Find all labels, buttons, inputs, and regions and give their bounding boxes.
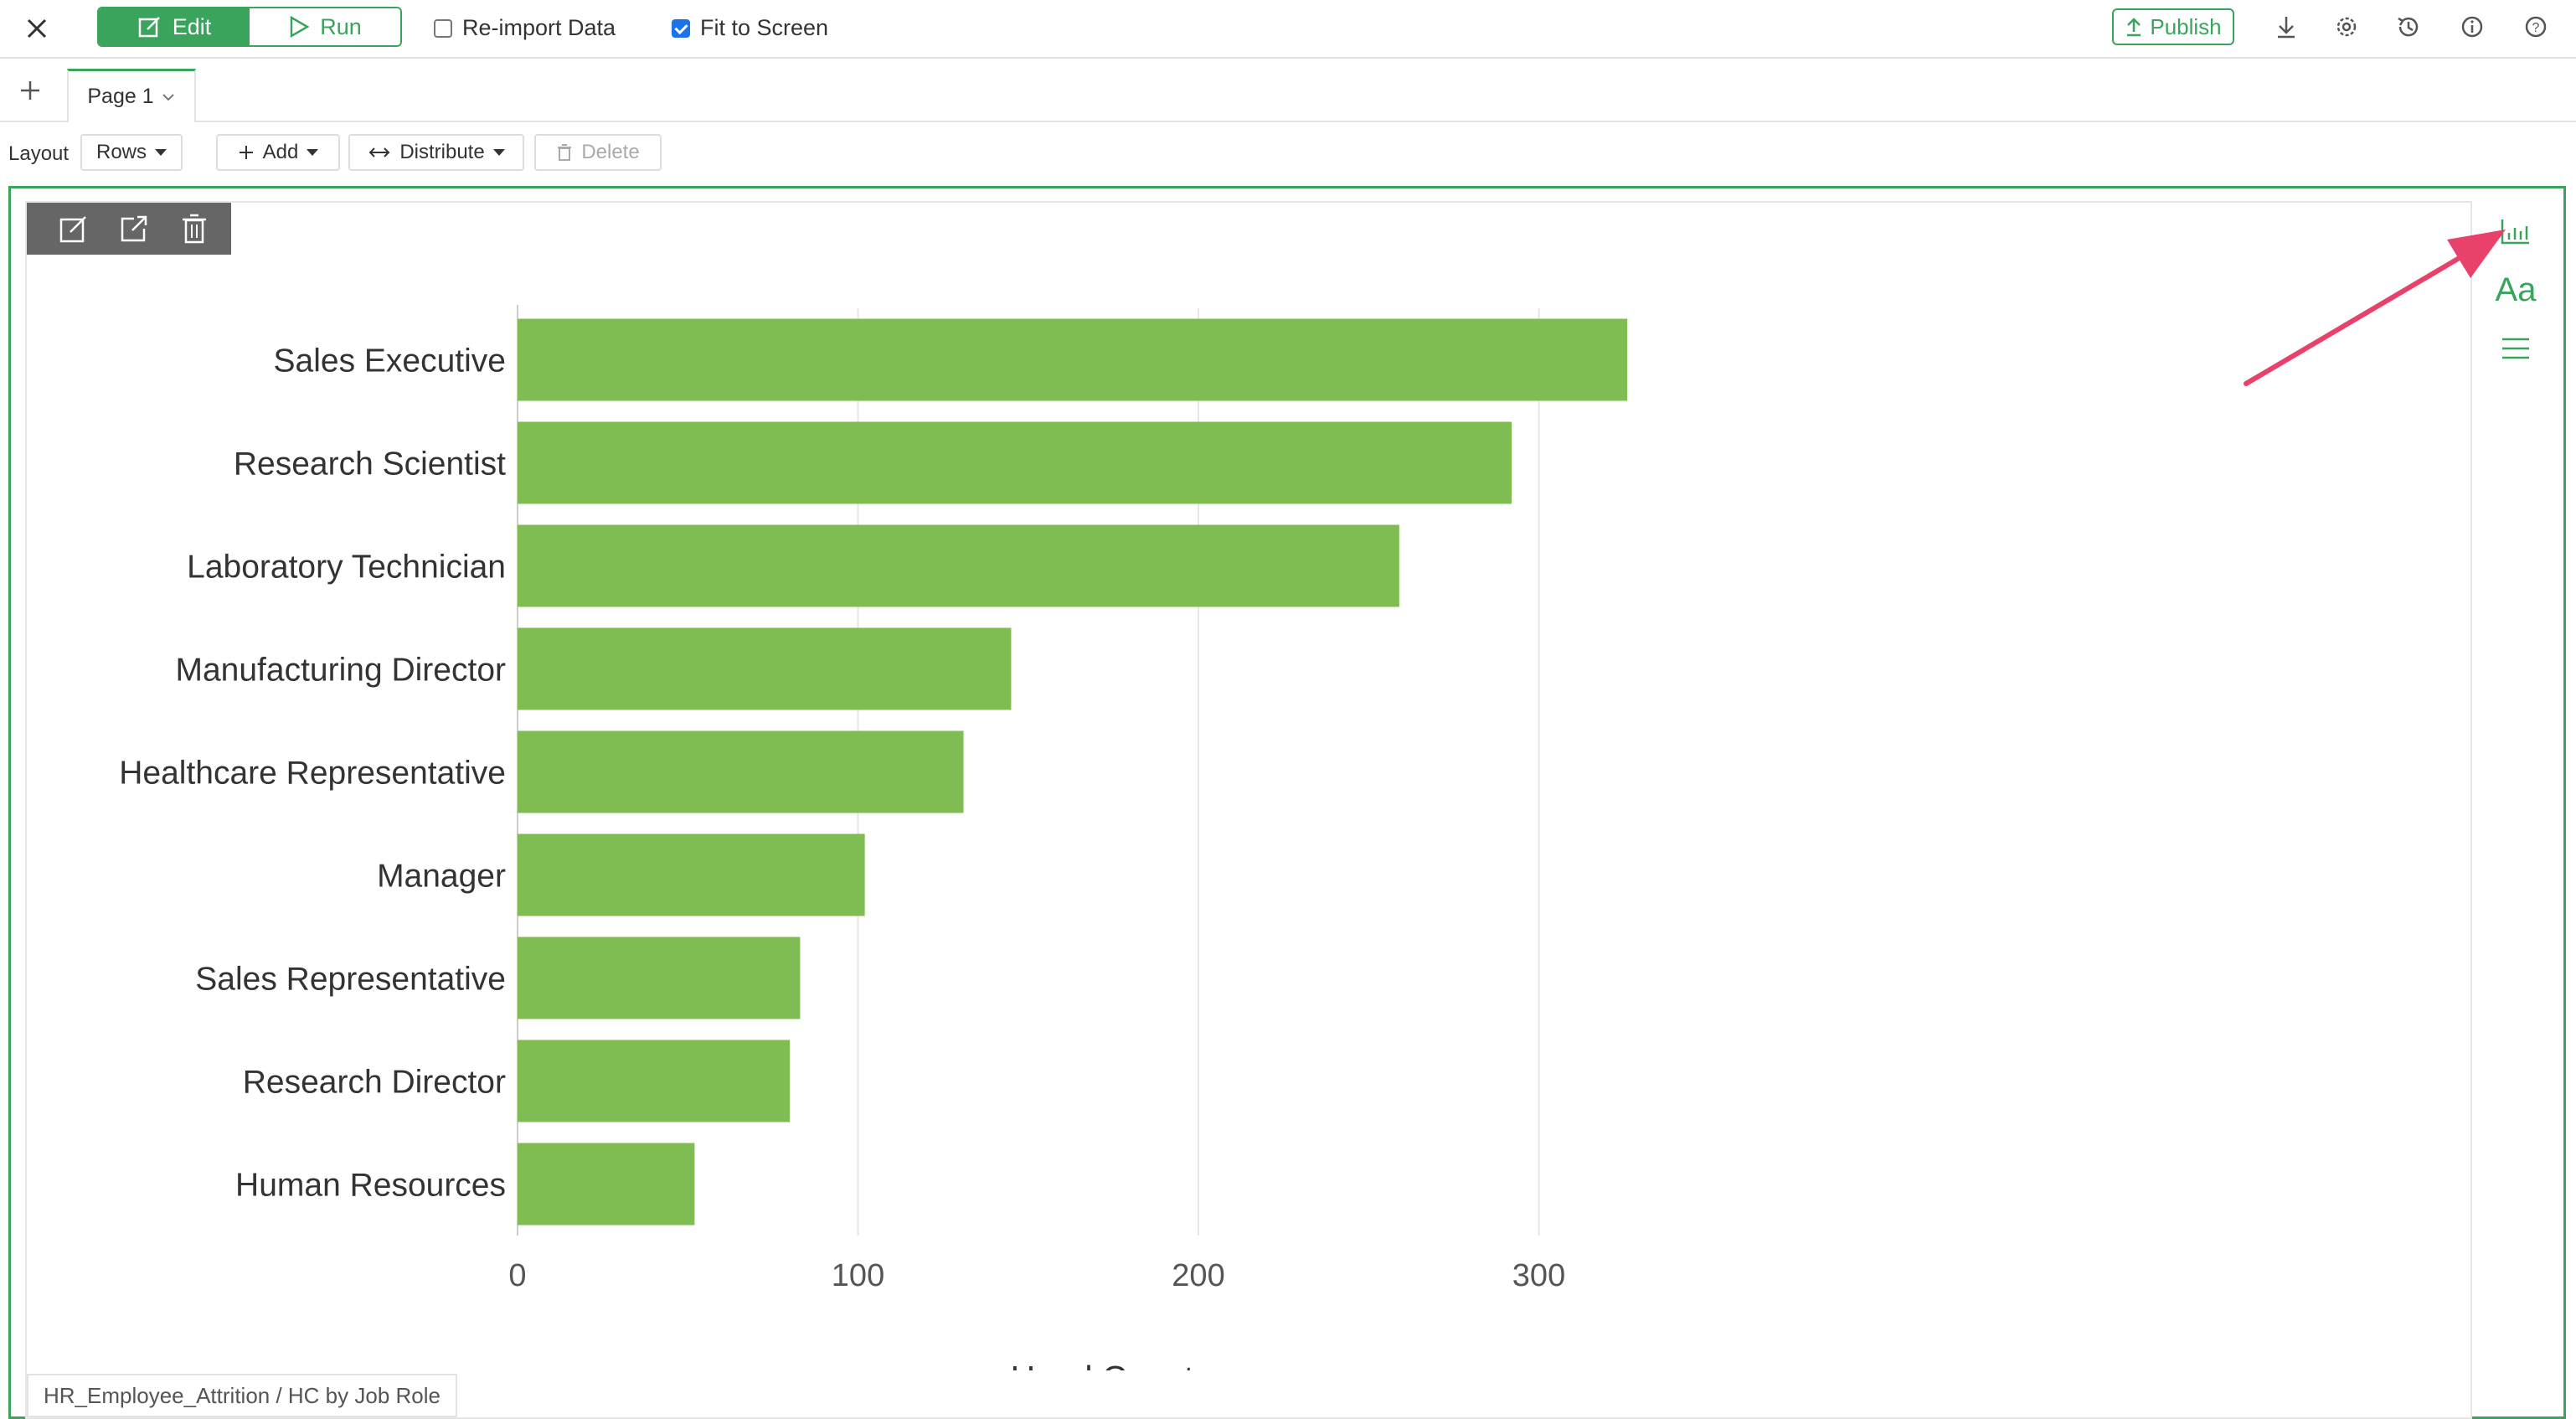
open-external-icon[interactable] (112, 207, 156, 250)
caret-down-icon (155, 149, 167, 156)
chart-panel (25, 201, 2472, 1419)
publish-label: Publish (2150, 13, 2222, 39)
category-label: Human Resources (235, 1168, 506, 1204)
x-tick-label: 0 (508, 1258, 526, 1293)
page-tab-bar: Page 1 (0, 59, 2576, 122)
bar (518, 833, 865, 916)
top-bar: Edit Run Re-import Data Fit to Screen Pu… (0, 0, 2576, 59)
close-icon[interactable] (20, 12, 54, 45)
font-icon[interactable]: Aa (2495, 271, 2537, 308)
category-label: Sales Representative (195, 962, 506, 998)
category-label: Manufacturing Director (176, 653, 507, 689)
bar (518, 1143, 695, 1226)
delete-label: Delete (581, 141, 640, 163)
add-label: Add (262, 141, 299, 163)
data-source-label: HR_Employee_Attrition / HC by Job Role (27, 1374, 457, 1417)
edit-label: Edit (172, 13, 212, 39)
mode-toggle: Edit Run (97, 7, 402, 47)
head-count-bar-chart: 0 100 200 300 Sales Executive Research Scient… (119, 305, 1628, 1370)
panel-tools (27, 203, 231, 255)
chevron-down-icon (162, 93, 174, 101)
plus-icon[interactable] (18, 79, 42, 102)
category-label: Manager (377, 859, 506, 895)
bar (518, 1040, 791, 1122)
help-icon[interactable]: ? (2521, 12, 2551, 42)
rows-label: Rows (95, 141, 147, 163)
x-tick-label: 200 (1172, 1258, 1224, 1293)
delete-button[interactable]: Delete (534, 134, 662, 171)
bar (518, 937, 801, 1019)
layout-label: Layout (8, 142, 70, 165)
reimport-label: Re-import Data (462, 15, 616, 40)
tab-page-1[interactable]: Page 1 (67, 69, 196, 122)
horizontal-arrows-icon (368, 147, 390, 157)
layout-toolbar: Layout Rows Add Distribute Delete (0, 132, 2576, 174)
x-axis-label: Head Count (1011, 1359, 1194, 1370)
x-tick-label: 100 (832, 1258, 884, 1293)
page-tab-label: Page 1 (87, 85, 154, 108)
distribute-label: Distribute (399, 141, 485, 163)
gear-icon[interactable] (2331, 12, 2362, 42)
info-icon[interactable] (2457, 12, 2487, 42)
category-label: Healthcare Representative (119, 756, 506, 792)
download-icon[interactable] (2271, 12, 2301, 42)
bar (518, 318, 1628, 401)
fit-to-screen-checkbox[interactable]: Fit to Screen (672, 15, 828, 41)
reimport-data-checkbox[interactable]: Re-import Data (434, 15, 616, 41)
category-label: Sales Executive (274, 343, 506, 379)
x-tick-label: 300 (1512, 1258, 1565, 1293)
plus-icon (239, 146, 253, 159)
reimport-checkbox-box[interactable] (434, 18, 452, 38)
history-icon[interactable] (2393, 12, 2424, 42)
add-dropdown[interactable]: Add (216, 134, 340, 171)
upload-icon (2127, 18, 2141, 37)
edit-button[interactable]: Edit (99, 8, 250, 45)
caret-down-icon (307, 149, 319, 156)
category-label: Laboratory Technician (187, 550, 506, 586)
trash-icon (558, 144, 572, 161)
category-label: Research Director (243, 1065, 506, 1101)
menu-icon[interactable] (2492, 327, 2539, 370)
svg-text:?: ? (2532, 21, 2540, 35)
run-label: Run (320, 13, 362, 39)
edit-icon (138, 17, 160, 38)
rows-dropdown[interactable]: Rows (80, 134, 183, 171)
bar (518, 730, 964, 813)
bar-chart-icon[interactable] (2492, 209, 2539, 253)
category-label: Research Scientist (234, 446, 506, 482)
bar (518, 421, 1512, 504)
bar (518, 524, 1399, 607)
bar (518, 627, 1012, 710)
fit-label: Fit to Screen (700, 15, 829, 40)
play-icon (290, 15, 310, 39)
run-button[interactable]: Run (250, 8, 400, 45)
distribute-dropdown[interactable]: Distribute (348, 134, 524, 171)
caret-down-icon (492, 149, 505, 156)
publish-button[interactable]: Publish (2112, 8, 2234, 45)
trash-icon[interactable] (173, 207, 216, 250)
edit-icon[interactable] (52, 207, 95, 250)
fit-checkbox-box[interactable] (672, 18, 690, 38)
